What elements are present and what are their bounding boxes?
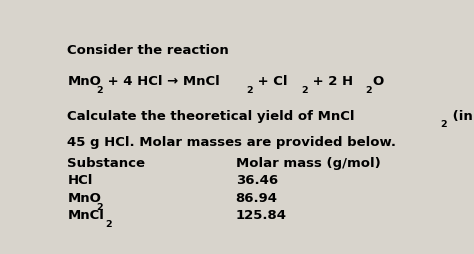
Text: (in moles) for the reaction of 0.80: (in moles) for the reaction of 0.80 bbox=[447, 110, 474, 123]
Text: 2: 2 bbox=[106, 220, 112, 229]
Text: Molar mass (g/mol): Molar mass (g/mol) bbox=[236, 157, 380, 170]
Text: MnO: MnO bbox=[67, 192, 101, 205]
Text: MnO: MnO bbox=[67, 75, 101, 88]
Text: O: O bbox=[373, 75, 384, 88]
Text: 2: 2 bbox=[96, 203, 103, 212]
Text: Substance: Substance bbox=[67, 157, 146, 170]
Text: 86.94: 86.94 bbox=[236, 192, 278, 205]
Text: Consider the reaction: Consider the reaction bbox=[67, 44, 229, 57]
Text: 36.46: 36.46 bbox=[236, 174, 278, 187]
Text: MnCl: MnCl bbox=[67, 210, 104, 223]
Text: + 4 HCl → MnCl: + 4 HCl → MnCl bbox=[103, 75, 219, 88]
Text: 2: 2 bbox=[365, 86, 372, 95]
Text: 45 g HCl. Molar masses are provided below.: 45 g HCl. Molar masses are provided belo… bbox=[67, 136, 396, 149]
Text: Calculate the theoretical yield of MnCl: Calculate the theoretical yield of MnCl bbox=[67, 110, 355, 123]
Text: HCl: HCl bbox=[67, 174, 93, 187]
Text: 125.84: 125.84 bbox=[236, 210, 287, 223]
Text: + 2 H: + 2 H bbox=[308, 75, 353, 88]
Text: 2: 2 bbox=[246, 86, 253, 95]
Text: 2: 2 bbox=[96, 86, 103, 95]
Text: 2: 2 bbox=[301, 86, 308, 95]
Text: 2: 2 bbox=[441, 120, 447, 130]
Text: + Cl: + Cl bbox=[254, 75, 288, 88]
